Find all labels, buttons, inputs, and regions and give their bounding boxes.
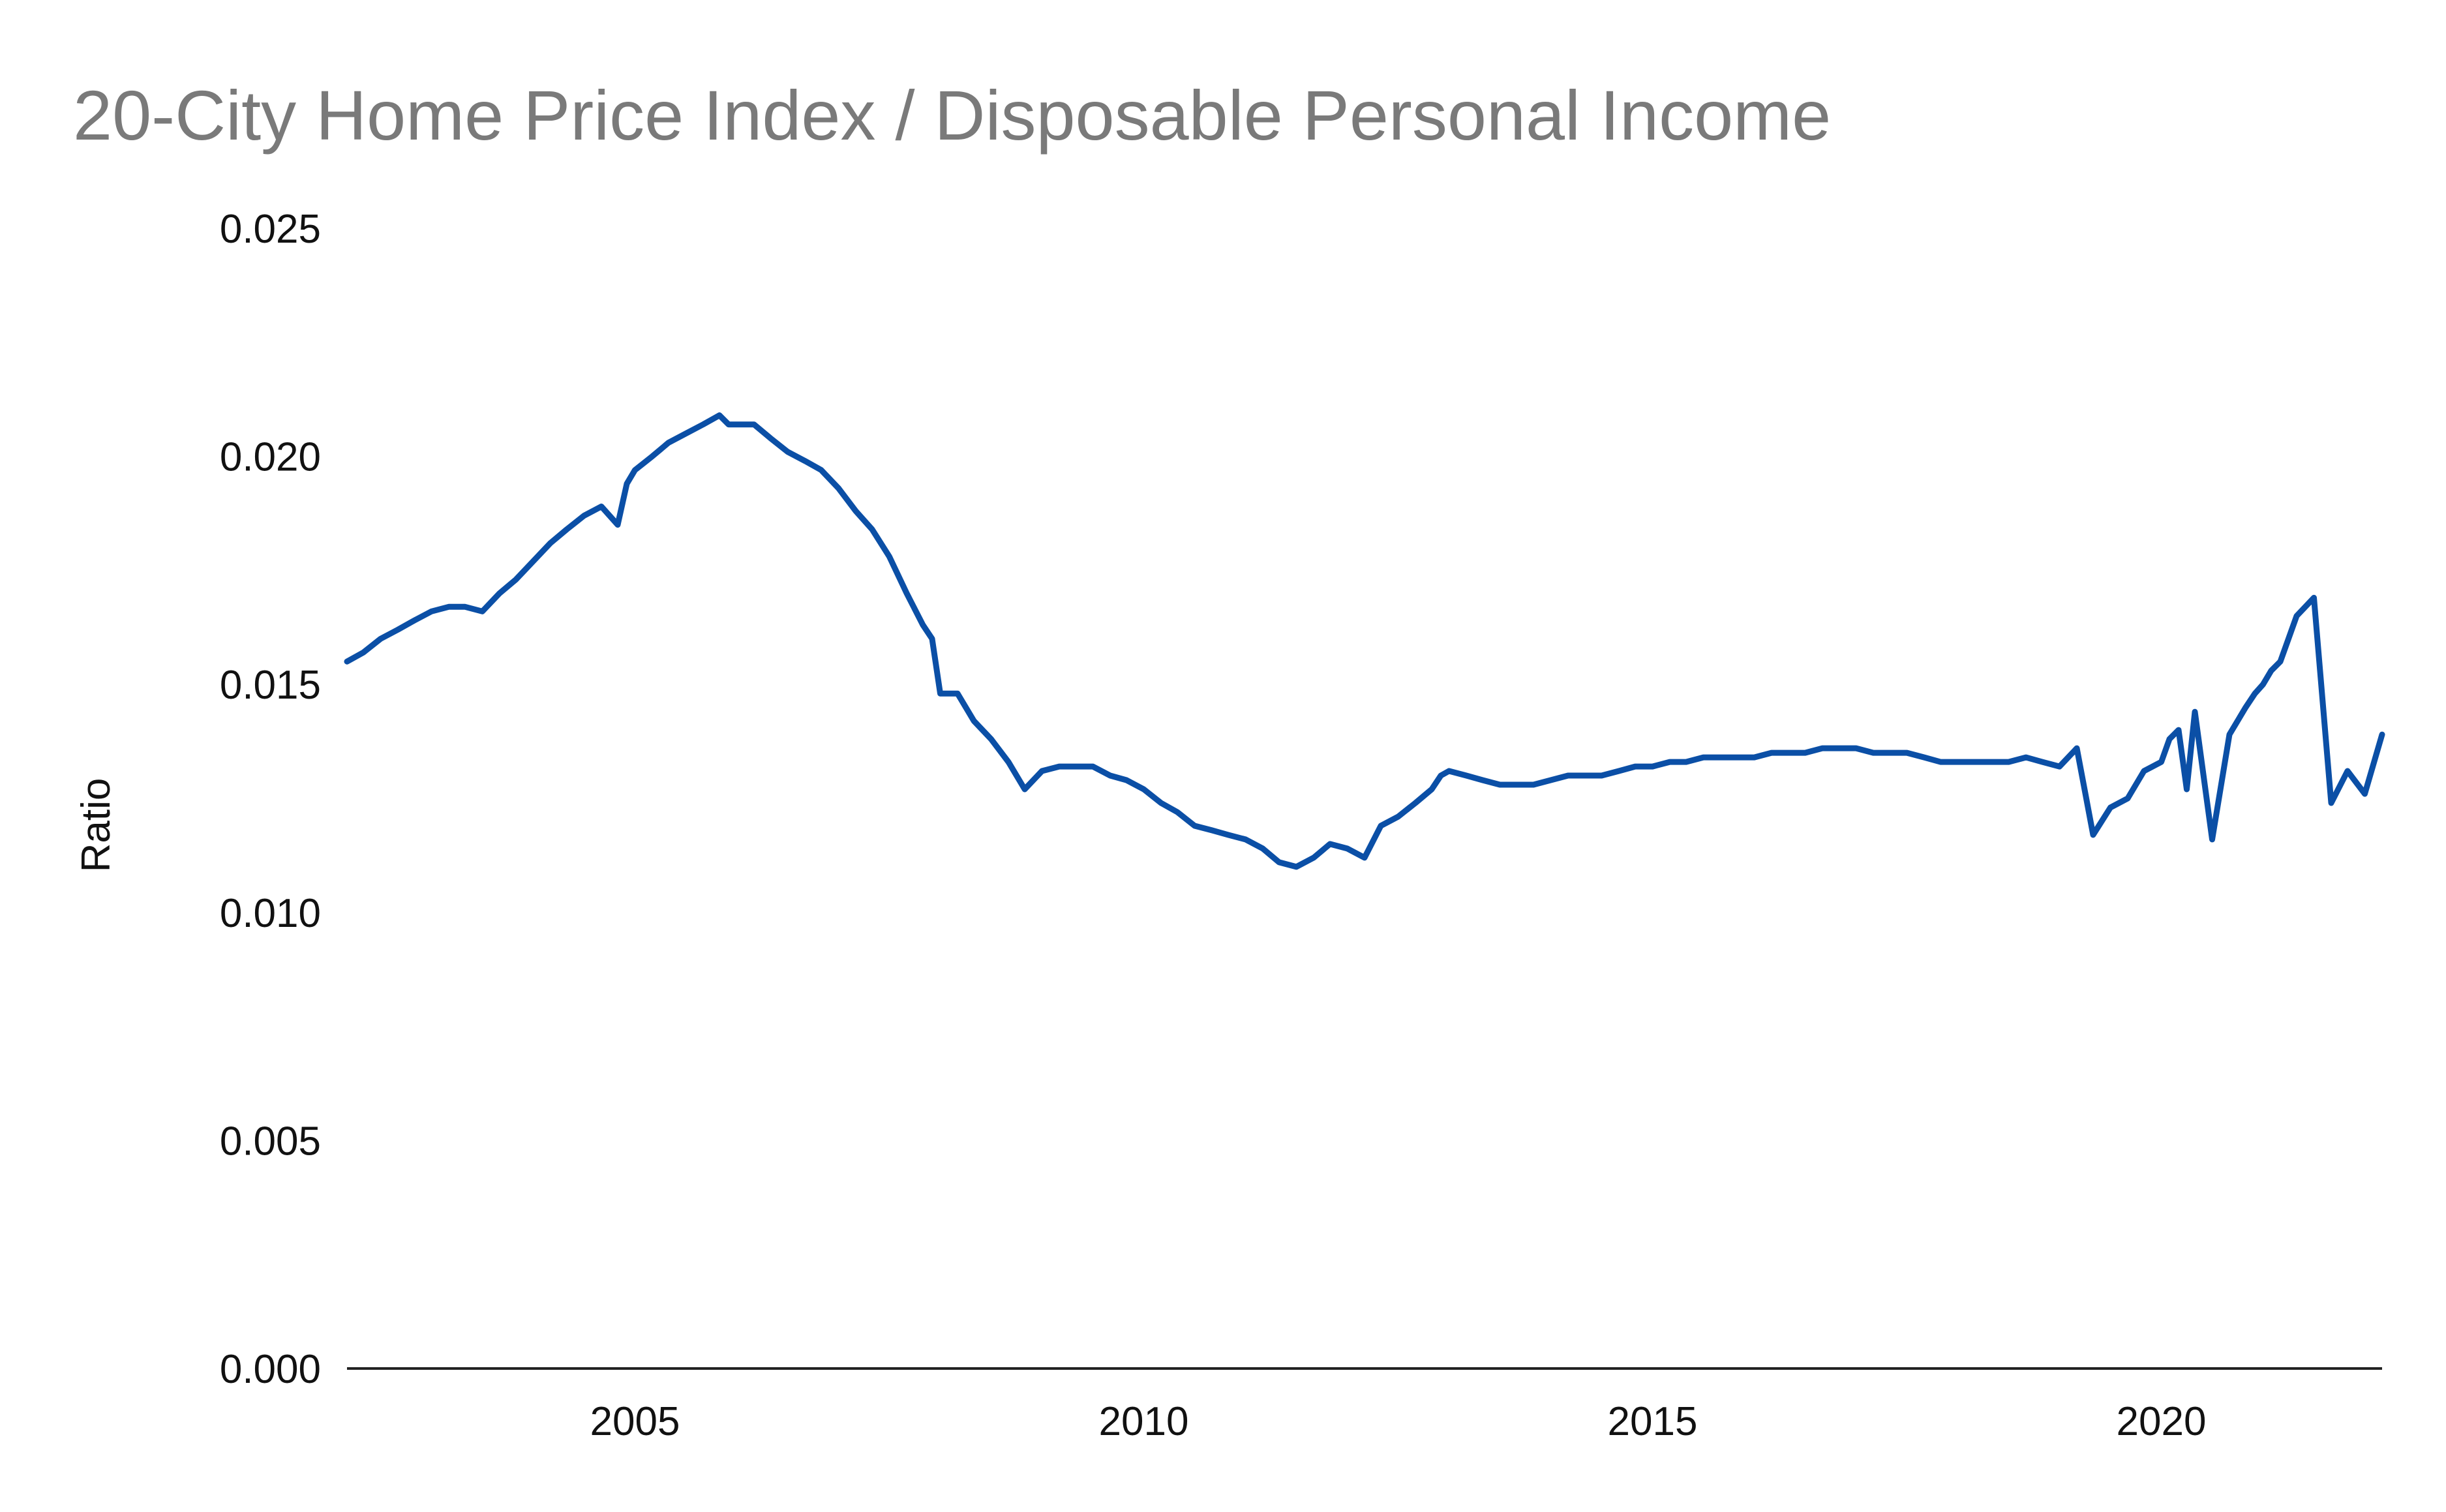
y-tick-label: 0.000 <box>220 1347 321 1392</box>
chart-title: 20-City Home Price Index / Disposable Pe… <box>73 76 1831 155</box>
y-axis-label: Ratio <box>74 778 119 873</box>
y-tick-label: 0.025 <box>220 207 321 252</box>
x-axis: 2005 2010 2015 2020 <box>347 1367 2382 1444</box>
series-group <box>344 412 2385 870</box>
y-tick-label: 0.005 <box>220 1119 321 1164</box>
y-tick-label: 0.010 <box>220 891 321 936</box>
x-tick-label: 2020 <box>2117 1399 2207 1444</box>
series-line <box>344 412 2385 870</box>
x-tick-label: 2015 <box>1608 1399 1698 1444</box>
y-tick-label: 0.015 <box>220 663 321 708</box>
x-tick-label: 2005 <box>590 1399 680 1444</box>
y-axis: 0.000 0.005 0.010 0.015 0.020 0.025 <box>220 207 321 1392</box>
y-tick-label: 0.020 <box>220 435 321 480</box>
x-tick-label: 2010 <box>1099 1399 1189 1444</box>
